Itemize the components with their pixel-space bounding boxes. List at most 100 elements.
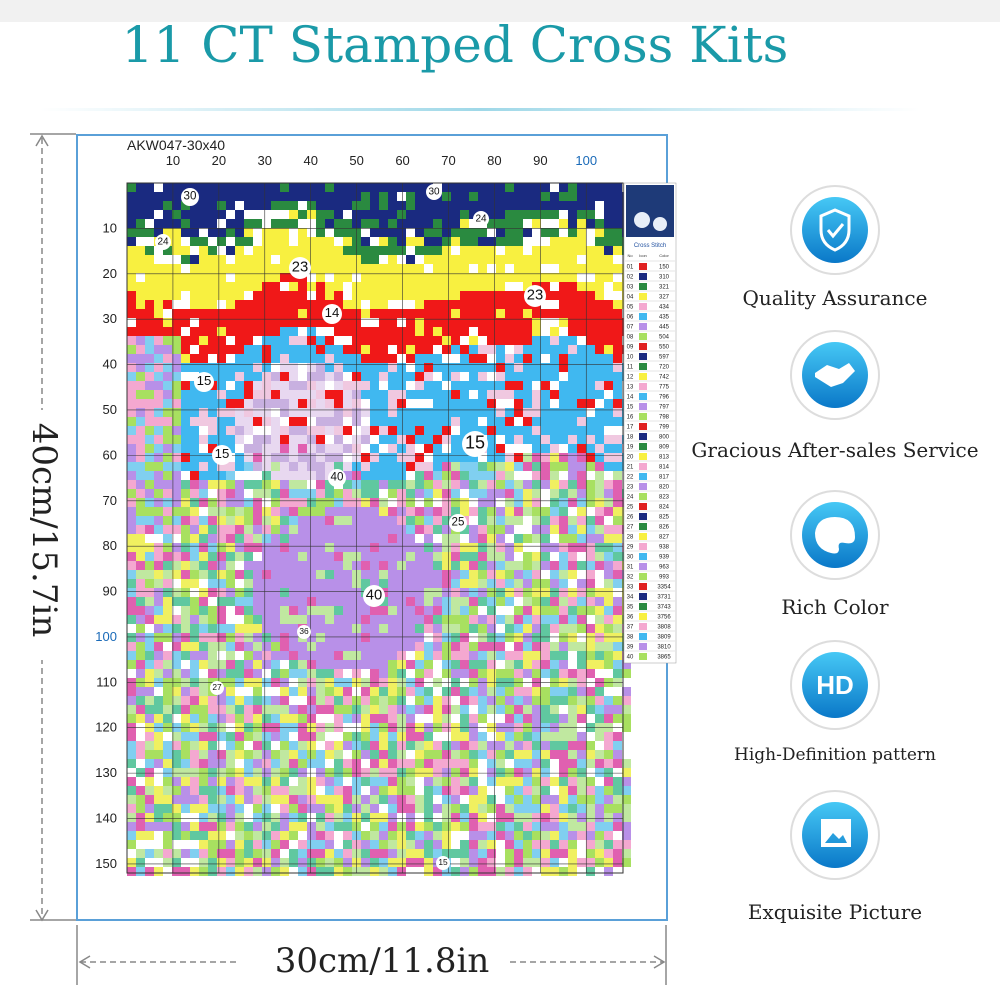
stitch	[595, 831, 604, 840]
stitch	[127, 858, 136, 867]
stitch	[190, 795, 199, 804]
stitch	[307, 327, 316, 336]
stitch	[280, 354, 289, 363]
stitch	[397, 750, 406, 759]
stitch	[316, 750, 325, 759]
stitch	[235, 354, 244, 363]
symbol-badge	[297, 625, 311, 639]
stitch	[244, 471, 253, 480]
stitch	[415, 606, 424, 615]
pattern-code: AKW047-30x40	[127, 137, 225, 153]
stitch	[217, 705, 226, 714]
stitch	[262, 867, 271, 876]
stitch	[343, 750, 352, 759]
stitch	[613, 867, 622, 876]
stitch	[586, 282, 595, 291]
stitch	[127, 597, 136, 606]
stitch	[361, 444, 370, 453]
stitch	[451, 183, 460, 192]
stitch	[127, 642, 136, 651]
stitch	[163, 489, 172, 498]
stitch	[613, 687, 622, 696]
symbol-badge	[181, 188, 199, 206]
stitch	[469, 651, 478, 660]
stitch	[577, 804, 586, 813]
stitch	[595, 804, 604, 813]
stitch	[127, 561, 136, 570]
stitch	[424, 651, 433, 660]
stitch	[415, 507, 424, 516]
stitch	[613, 831, 622, 840]
stitch	[334, 264, 343, 273]
stitch	[298, 345, 307, 354]
stitch	[325, 435, 334, 444]
stitch	[280, 471, 289, 480]
stitch	[325, 291, 334, 300]
stitch	[469, 273, 478, 282]
stitch	[136, 237, 145, 246]
stitch	[622, 867, 631, 876]
stitch	[451, 570, 460, 579]
stitch	[550, 345, 559, 354]
stitch	[415, 183, 424, 192]
stitch	[541, 381, 550, 390]
stitch	[505, 237, 514, 246]
stitch	[388, 849, 397, 858]
stitch	[397, 354, 406, 363]
stitch	[595, 696, 604, 705]
stitch	[451, 273, 460, 282]
stitch	[577, 408, 586, 417]
stitch	[172, 246, 181, 255]
stitch	[577, 228, 586, 237]
stitch	[586, 327, 595, 336]
stitch	[613, 345, 622, 354]
stitch	[208, 525, 217, 534]
stitch	[496, 633, 505, 642]
stitch	[307, 291, 316, 300]
stitch	[199, 507, 208, 516]
stitch	[181, 606, 190, 615]
stitch	[478, 804, 487, 813]
stitch	[442, 210, 451, 219]
stitch	[172, 300, 181, 309]
stitch	[316, 309, 325, 318]
stitch	[388, 588, 397, 597]
stitch	[550, 534, 559, 543]
stitch	[226, 534, 235, 543]
stitch	[262, 228, 271, 237]
stitch	[397, 408, 406, 417]
stitch	[559, 408, 568, 417]
stitch	[262, 588, 271, 597]
stitch	[505, 471, 514, 480]
stitch	[415, 291, 424, 300]
stitch	[550, 597, 559, 606]
stitch	[460, 642, 469, 651]
stitch	[280, 273, 289, 282]
stitch	[190, 642, 199, 651]
stitch	[415, 381, 424, 390]
legend-icon	[639, 313, 647, 320]
stitch	[316, 588, 325, 597]
stitch	[145, 552, 154, 561]
stitch	[514, 867, 523, 876]
stitch	[532, 795, 541, 804]
stitch	[343, 606, 352, 615]
stitch	[181, 660, 190, 669]
stitch	[451, 669, 460, 678]
stitch	[343, 840, 352, 849]
stitch	[478, 579, 487, 588]
stitch	[181, 264, 190, 273]
stitch	[379, 255, 388, 264]
stitch	[181, 291, 190, 300]
stitch	[514, 192, 523, 201]
stitch	[460, 192, 469, 201]
stitch	[253, 426, 262, 435]
stitch	[208, 552, 217, 561]
stitch	[244, 597, 253, 606]
stitch	[397, 498, 406, 507]
stitch	[586, 489, 595, 498]
stitch	[568, 201, 577, 210]
stitch	[388, 786, 397, 795]
stitch	[181, 246, 190, 255]
stitch	[316, 507, 325, 516]
